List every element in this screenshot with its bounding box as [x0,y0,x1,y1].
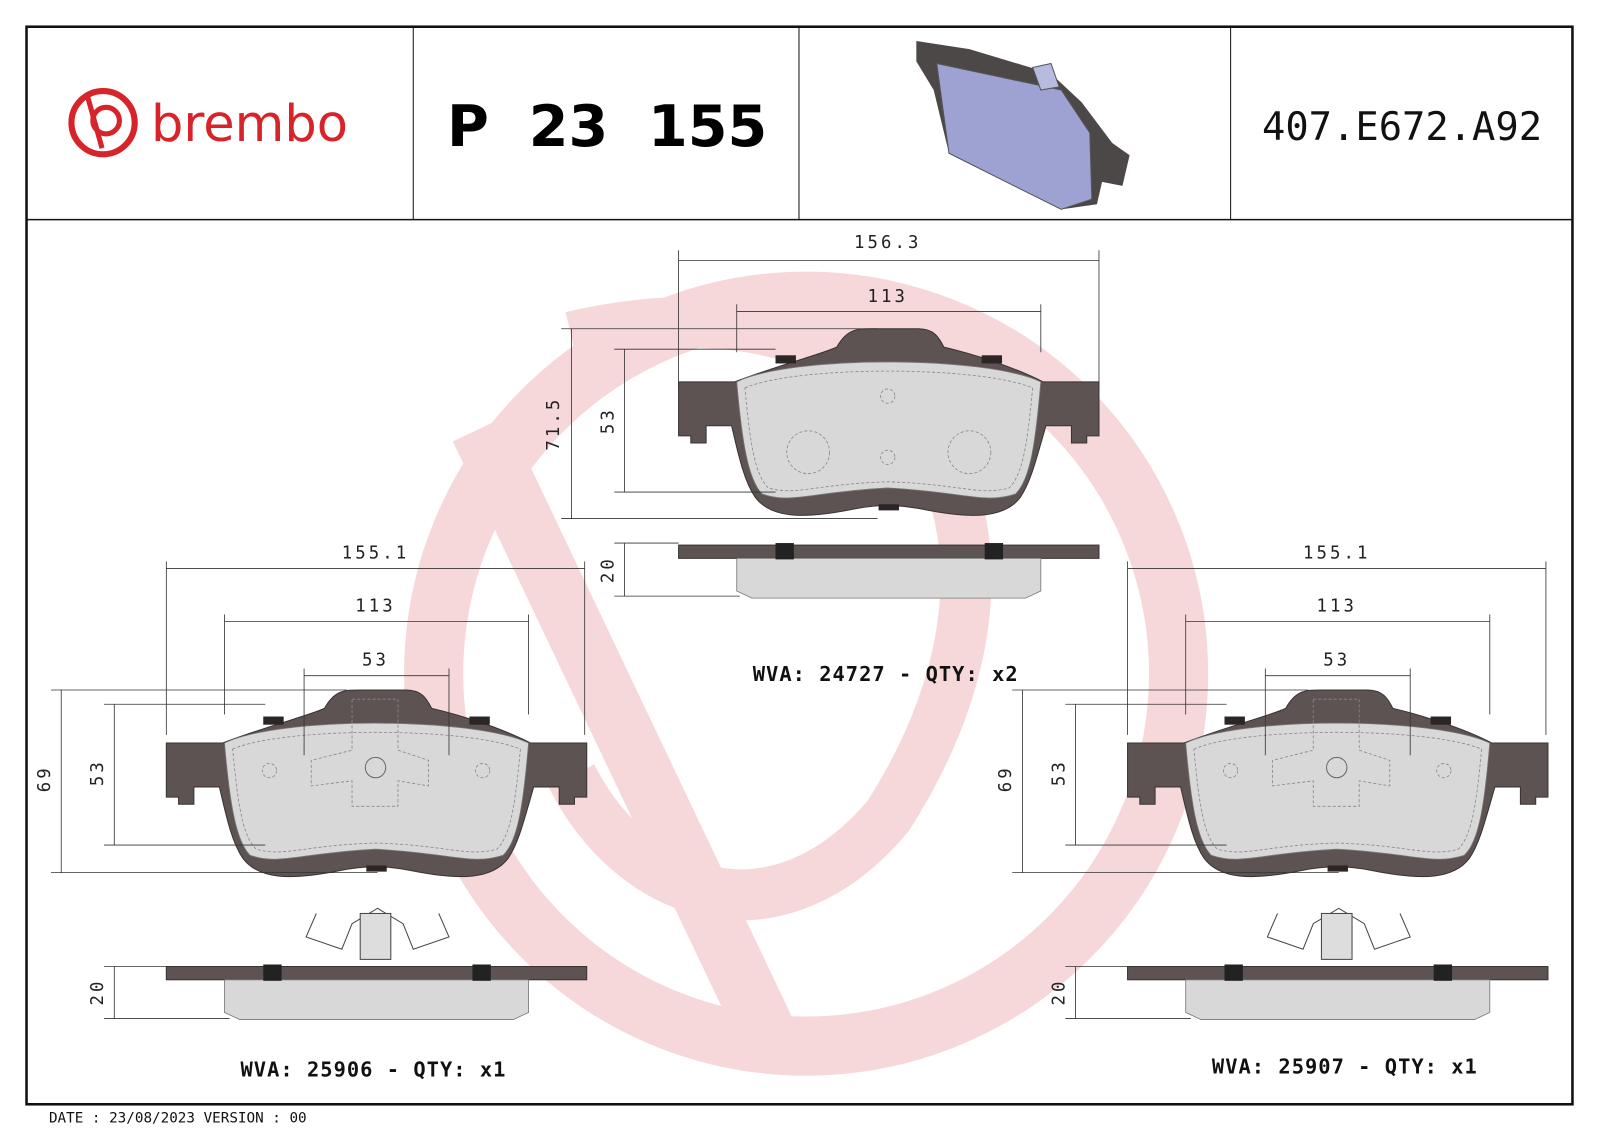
wva-caption: WVA: 24727 - QTY: x2 [753,662,1019,686]
pad-drawing-right: 155.1 113 53 69 53 20 WVA: 25907 - QTY: … [996,543,1549,1079]
dim-width-inner: 113 [1316,596,1356,616]
pad-preview-image [916,41,1130,210]
dim-width-inner: 113 [355,596,395,616]
brembo-watermark [404,271,1209,1076]
pad-drawing-top: 156.3 113 71.5 53 20 WVA: 24727 - QTY: x… [544,233,1100,686]
dim-width-total: 155.1 [342,543,409,563]
brembo-logo: brembo [68,87,348,158]
wva-caption: WVA: 25907 - QTY: x1 [1212,1055,1478,1079]
wva-caption: WVA: 25906 - QTY: x1 [241,1058,507,1082]
dim-height-total: 69 [996,765,1016,792]
dim-height-total: 69 [35,765,55,792]
product-code: P 23 155 [447,94,767,160]
dim-thickness: 20 [1049,979,1069,1006]
dim-height-total: 71.5 [544,397,564,451]
dim-width-total: 156.3 [854,233,921,253]
reference-number: 407.E672.A92 [1262,105,1542,150]
dim-width-total: 155.1 [1303,543,1370,563]
pad-drawing-left: 155.1 113 53 69 53 20 WVA: 25906 - QTY: … [35,543,588,1082]
dim-width-center: 53 [1323,651,1350,671]
dim-height-friction: 53 [598,407,618,434]
brand-name: brembo [151,95,348,154]
dim-height-friction: 53 [88,759,108,786]
dim-height-friction: 53 [1049,759,1069,786]
dim-width-center: 53 [362,651,389,671]
dim-thickness: 20 [88,979,108,1006]
footer-date-version: DATE : 23/08/2023 VERSION : 00 [49,1111,307,1127]
dim-width-inner: 113 [868,287,908,307]
dim-thickness: 20 [598,556,618,583]
